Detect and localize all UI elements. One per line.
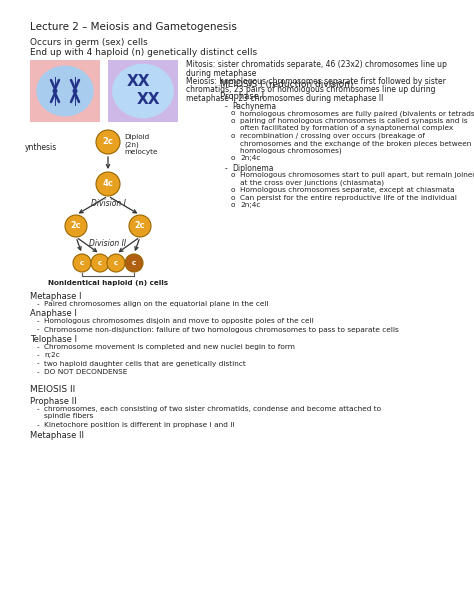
Text: Chromosome movement is completed and new nuclei begin to form: Chromosome movement is completed and new… [44, 344, 295, 350]
Circle shape [129, 215, 151, 237]
Text: o: o [230, 202, 235, 208]
Text: Nonidentical haploid (n) cells: Nonidentical haploid (n) cells [48, 280, 168, 286]
Text: -: - [36, 344, 39, 350]
Text: 2n;4c: 2n;4c [240, 202, 260, 208]
Circle shape [73, 88, 78, 94]
Text: -: - [36, 327, 39, 333]
Text: c: c [114, 260, 118, 266]
Text: -: - [36, 352, 39, 358]
Text: Telophase I: Telophase I [30, 335, 77, 344]
Ellipse shape [112, 64, 174, 118]
Text: Prophase I: Prophase I [220, 92, 264, 101]
Text: n;2c: n;2c [44, 352, 60, 358]
Bar [108, 60, 178, 122]
Text: -: - [36, 406, 39, 412]
Text: two haploid daughter cells that are genetically distinct: two haploid daughter cells that are gene… [44, 360, 246, 367]
Text: Metaphase II: Metaphase II [30, 430, 84, 440]
Circle shape [73, 254, 91, 272]
Text: c: c [98, 260, 102, 266]
Circle shape [65, 215, 87, 237]
Text: Can persist for the entire reproductive life of the individual: Can persist for the entire reproductive … [240, 194, 457, 200]
Text: Diplonema: Diplonema [232, 164, 273, 173]
Text: recombination / crossing over occurs (breakage of
chromosomes and the exchange o: recombination / crossing over occurs (br… [240, 133, 471, 154]
Circle shape [96, 172, 120, 196]
Text: o: o [230, 118, 235, 124]
Text: o: o [230, 187, 235, 193]
Text: 4c: 4c [102, 180, 113, 189]
Text: Lecture 2 – Meiosis and Gametogenesis: Lecture 2 – Meiosis and Gametogenesis [30, 22, 237, 32]
Circle shape [91, 254, 109, 272]
Circle shape [125, 254, 143, 272]
Text: 2n;4c: 2n;4c [240, 155, 260, 161]
Text: Occurs in germ (sex) cells: Occurs in germ (sex) cells [30, 38, 148, 47]
Bar [30, 60, 100, 122]
Text: Prophase II: Prophase II [30, 397, 77, 406]
Text: ynthesis: ynthesis [25, 142, 57, 151]
Text: c: c [80, 260, 84, 266]
Text: o: o [230, 194, 235, 200]
Text: Homologous chromosomes separate, except at chiasmata: Homologous chromosomes separate, except … [240, 187, 455, 193]
Text: -: - [224, 164, 227, 173]
Text: pairing of homologous chromosomes is called synapsis and is
often facilitated by: pairing of homologous chromosomes is cal… [240, 118, 468, 131]
Text: during metaphase: during metaphase [186, 69, 256, 77]
Text: 2c: 2c [71, 221, 81, 230]
Text: Homologous chromosomes start to pull apart, but remain joined
at the cross over : Homologous chromosomes start to pull apa… [240, 172, 474, 186]
Text: 2c: 2c [102, 137, 113, 147]
Text: Mitosis: sister chromatids separate, 46 (23x2) chromosomes line up: Mitosis: sister chromatids separate, 46 … [186, 60, 447, 69]
Text: MEIOSIS I (reduction division): MEIOSIS I (reduction division) [220, 80, 354, 89]
Text: Anaphase I: Anaphase I [30, 310, 77, 318]
Text: Chromosome non-disjunction: failure of two homologous chromosomes to pass to sep: Chromosome non-disjunction: failure of t… [44, 327, 399, 333]
Text: XX: XX [136, 91, 160, 107]
Text: Metaphase I: Metaphase I [30, 292, 82, 301]
Text: Pachynema: Pachynema [232, 102, 276, 111]
Text: metaphase I, 23 chromosomes during metaphase II: metaphase I, 23 chromosomes during metap… [186, 94, 383, 103]
Text: Diploid
(2n)
meiocyte: Diploid (2n) meiocyte [124, 134, 157, 155]
Text: o: o [230, 133, 235, 139]
Text: c: c [132, 260, 136, 266]
Text: Paired chromosomes align on the equatorial plane in the cell: Paired chromosomes align on the equatori… [44, 301, 269, 307]
Text: 2c: 2c [135, 221, 145, 230]
Text: -: - [36, 360, 39, 367]
Text: chromatids, 23 pairs of homologous chromosomes line up during: chromatids, 23 pairs of homologous chrom… [186, 85, 436, 94]
Text: MEIOSIS II: MEIOSIS II [30, 385, 75, 394]
Circle shape [53, 88, 57, 94]
Circle shape [107, 254, 125, 272]
Text: o: o [230, 155, 235, 161]
Ellipse shape [36, 66, 94, 116]
Circle shape [96, 130, 120, 154]
Text: homologous chromosomes are fully paired (bivalents or tetrads): homologous chromosomes are fully paired … [240, 110, 474, 117]
Text: -: - [36, 422, 39, 428]
Text: o: o [230, 172, 235, 178]
Text: -: - [36, 369, 39, 375]
Text: End up with 4 haploid (n) genetically distinct cells: End up with 4 haploid (n) genetically di… [30, 48, 257, 57]
Text: -: - [36, 318, 39, 324]
Text: -: - [224, 102, 227, 111]
Text: chromosomes, each consisting of two sister chromatids, condense and become attac: chromosomes, each consisting of two sist… [44, 406, 381, 419]
Text: Homologous chromosomes disjoin and move to opposite poles of the cell: Homologous chromosomes disjoin and move … [44, 318, 314, 324]
Text: Division II: Division II [90, 238, 127, 248]
Text: Division I: Division I [91, 199, 126, 208]
Text: DO NOT DECONDENSE: DO NOT DECONDENSE [44, 369, 128, 375]
Text: XX: XX [126, 75, 150, 89]
Text: Kinetochore position is different in prophase I and II: Kinetochore position is different in pro… [44, 422, 235, 428]
Text: Meiosis: homologous chromosomes separate first followed by sister: Meiosis: homologous chromosomes separate… [186, 77, 446, 86]
Text: o: o [230, 110, 235, 116]
Text: -: - [36, 301, 39, 307]
